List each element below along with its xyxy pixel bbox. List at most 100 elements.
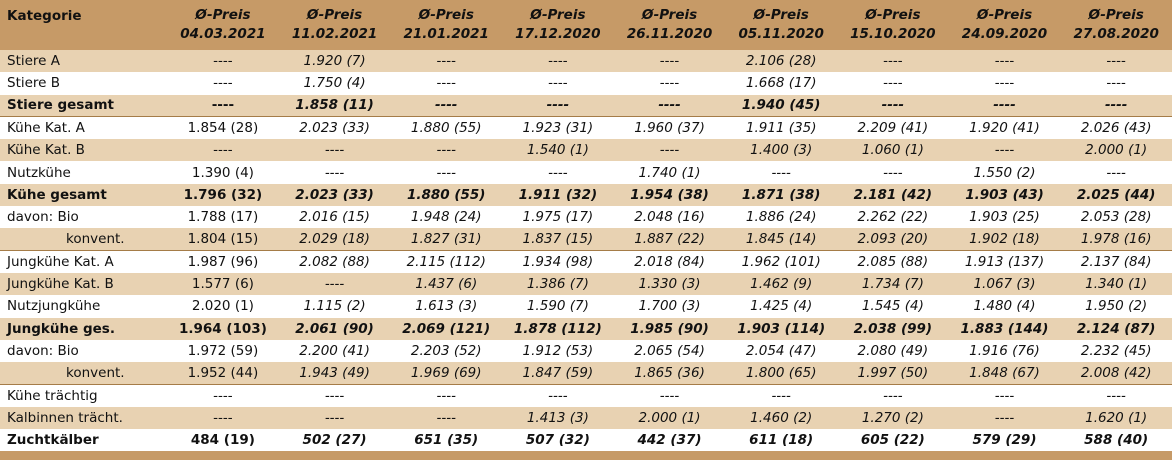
header-price-column: Ø-Preis 21.01.2021 [390,0,502,50]
table-cell: 1.270 (2) [861,409,924,426]
table-cell: 1.545 (4) [861,298,924,315]
table-cell: 2.061 (90) [295,320,374,337]
header-label: Ø-Preis [641,7,698,23]
table-cell: 2.080 (49) [857,343,929,359]
table-row: Stiere B ---- 1.750 (4) ---- ---- ---- 1.668 (… [0,72,1172,95]
table-cell: 1.400 (3) [750,142,813,159]
table-cell: 1.804 (15) [187,231,259,248]
table-cell: ---- [213,53,233,70]
table-cell: ---- [548,75,568,92]
table-row: Kalbinnen trächt. ---- ---- ---- 1.413 (3) 2.… [0,406,1172,430]
table-cell: 2.008 (42) [1080,365,1152,382]
table-cell: 588 (40) [1084,432,1149,449]
header-label: Ø-Preis [976,7,1033,23]
table-cell: 2.029 (18) [299,231,370,248]
table-cell: 611 (18) [749,432,814,449]
row-label: Nutzjungkühe [7,298,101,315]
table-cell: ---- [881,97,905,114]
table-cell: ---- [436,53,456,70]
table-row: Kühe Kat. A 1.854 (28) 2.023 (33) 1.880 (55… [0,116,1172,140]
table-cell: 507 (32) [525,432,590,449]
table-cell: 2.181 (42) [853,186,933,203]
table-header-row: Kategorie Ø-Preis 04.03.2021 Ø-Preis 11.02.2… [0,0,1172,50]
table-cell: 1.920 (7) [303,53,366,70]
table-cell: 1.330 (3) [638,276,701,293]
table-cell: 484 (19) [190,432,255,449]
table-cell: 1.837 (15) [522,231,594,248]
row-label: Kühe gesamt [7,186,107,203]
header-label: Ø-Preis [195,7,251,23]
table-cell: 1.437 (6) [415,276,478,293]
table-cell: ---- [324,164,345,181]
row-label: Stiere gesamt [7,97,114,114]
header-label: Ø-Preis [753,7,809,23]
table-cell: 1.060 (1) [861,142,924,159]
table-cell: ---- [436,409,456,426]
table-cell: 1.960 (37) [613,116,726,140]
header-label: Ø-Preis [418,7,474,23]
table-cell: ---- [213,142,233,159]
table-cell: 2.209 (41) [837,116,949,140]
table-cell: 1.858 (11) [295,97,374,114]
table-row: Kühe Kat. B ---- ---- ---- 1.540 (1) ---- 1.40… [0,139,1172,162]
table-cell: 1.540 (1) [526,142,589,159]
table-cell: 1.920 (41) [948,116,1061,140]
table-cell: 2.025 (44) [1076,186,1156,203]
table-cell: 1.943 (49) [299,365,370,382]
table-cell: 2.093 (20) [857,231,929,248]
table-cell: 1.948 (24) [410,209,482,226]
table-cell: 651 (35) [414,432,479,449]
table-cell: 2.203 (52) [410,343,482,359]
table-cell: ---- [658,97,681,114]
table-cell: ---- [502,383,614,407]
table-cell: 1.962 (101) [725,250,838,273]
header-price-column: Ø-Preis 26.11.2020 [614,0,726,50]
table-body: Stiere A ---- 1.920 (7) ---- ---- ---- 2.106 (… [0,50,1172,452]
table-cell: 2.137 (84) [1060,250,1172,273]
table-cell: 1.902 (18) [969,231,1040,248]
header-date: 05.11.2020 [738,26,824,42]
table-cell: 1.886 (24) [745,209,817,226]
header-date: 24.09.2020 [961,26,1048,42]
table-cell: 2.048 (16) [634,209,705,226]
table-row: Stiere gesamt ---- 1.858 (11) ---- ---- ---- 1… [0,94,1172,117]
table-cell: 2.065 (54) [634,343,705,359]
header-label: Ø-Preis [1088,7,1144,23]
table-cell: ---- [435,97,458,114]
header-date: 21.01.2021 [403,26,489,42]
table-cell: ---- [436,75,456,92]
header-date: 27.08.2020 [1073,26,1159,42]
table-cell: ---- [837,383,949,407]
table-cell: 1.480 (4) [973,298,1036,315]
table-cell: ---- [883,75,903,92]
table-cell: 1.847 (59) [522,365,594,382]
row-label: Jungkühe Kat. A [0,250,168,273]
row-label: konvent. [66,365,125,382]
header-date: 17.12.2020 [515,26,601,42]
header-label: Ø-Preis [865,7,921,23]
header-price-column: Ø-Preis 24.09.2020 [949,0,1061,50]
table-cell: 2.000 (1) [1085,142,1148,159]
header-date: 26.11.2020 [626,26,713,42]
table-cell: 1.550 (2) [973,164,1036,181]
table-cell: ---- [1104,97,1128,114]
table-cell: ---- [324,142,345,159]
table-cell: ---- [994,409,1015,426]
table-cell: ---- [725,383,838,407]
table-cell: 1.871 (38) [741,186,821,203]
table-cell: 1.067 (3) [973,276,1036,293]
header-price-column: Ø-Preis 05.11.2020 [725,0,837,50]
table-cell: ---- [211,97,235,114]
table-cell: 1.854 (28) [167,116,279,140]
table-cell: 1.954 (38) [630,186,709,203]
row-label: Nutzkühe [7,164,71,181]
table-cell: ---- [1060,383,1172,407]
table-cell: ---- [324,409,345,426]
table-cell: ---- [390,383,503,407]
table-cell: ---- [278,383,391,407]
table-cell: 1.460 (2) [750,409,813,426]
table-cell: 1.969 (69) [410,365,482,382]
row-label: Stiere B [7,75,61,92]
table-cell: ---- [436,142,456,159]
row-label: Kühe trächtig [0,383,168,407]
